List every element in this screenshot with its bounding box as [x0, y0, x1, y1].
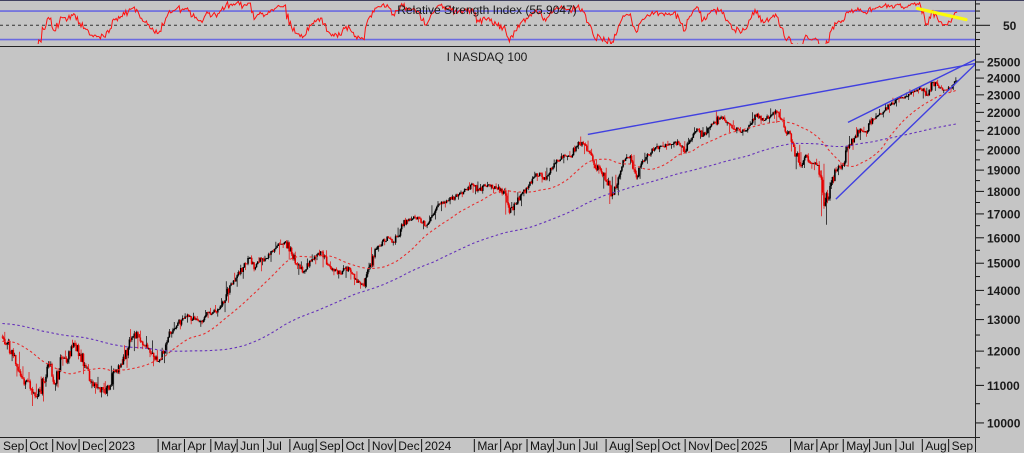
price-tick-label: 11000: [987, 379, 1020, 393]
x-axis-month-label: Dec: [82, 439, 103, 453]
x-axis-month-label: Sep: [952, 439, 974, 453]
price-tick-label: 20000: [987, 143, 1021, 157]
x-axis-month-label: Jun: [873, 439, 892, 453]
x-axis-month-label: Jun: [556, 439, 575, 453]
price-panel[interactable]: I NASDAQ 100: [1, 50, 977, 406]
price-tick-label: 14000: [987, 284, 1021, 298]
price-tick-label: 25000: [987, 56, 1021, 70]
price-tick-label: 17000: [987, 207, 1021, 221]
x-axis-month-label: Nov: [688, 439, 709, 453]
rsi-axis-label: 50: [1003, 19, 1017, 33]
price-panel-title: I NASDAQ 100: [447, 50, 528, 64]
x-axis-month-label: Apr: [820, 439, 839, 453]
x-axis-month-label: Oct: [29, 439, 48, 453]
x-axis-month-label: Sep: [3, 439, 25, 453]
x-axis-month-label: 2025: [741, 439, 768, 453]
trendline-wedge-upper[interactable]: [847, 59, 975, 123]
x-axis-month-label: Aug: [293, 439, 314, 453]
x-axis-month-label: Oct: [346, 439, 365, 453]
x-axis-month-label: May: [530, 439, 553, 453]
x-axis-month-label: Aug: [609, 439, 630, 453]
price-tick-label: 23000: [987, 88, 1021, 102]
x-axis-month-label: Dec: [398, 439, 419, 453]
x-axis-month-label: 2023: [108, 439, 135, 453]
x-axis-month-label: Mar: [161, 439, 182, 453]
moving-average-ma50: [2, 89, 957, 375]
x-axis-month-label: Aug: [925, 439, 946, 453]
x-axis-month-label: Jul: [583, 439, 598, 453]
price-tick-label: 13000: [987, 313, 1021, 327]
x-axis-month-label: Jul: [267, 439, 282, 453]
price-tick-label: 22000: [987, 106, 1021, 120]
x-axis-month-label: Nov: [56, 439, 77, 453]
moving-average-ma200: [2, 123, 957, 352]
price-tick-label: 19000: [987, 164, 1021, 178]
price-axis: 25000 24000 23000 22000 21000 20000 19000 18000…: [976, 3, 1021, 430]
x-axis-month-label: Sep: [635, 439, 657, 453]
x-axis-month-label: Apr: [187, 439, 206, 453]
price-tick-label: 16000: [987, 231, 1021, 245]
x-axis-month-label: Nov: [372, 439, 393, 453]
x-axis-month-label: May: [214, 439, 237, 453]
price-tick-label: 21000: [987, 124, 1021, 138]
price-tick-label: 24000: [987, 72, 1021, 86]
trendline-primary-uptrend[interactable]: [587, 62, 975, 136]
x-axis-month-label: Apr: [504, 439, 523, 453]
x-axis-month-label: Dec: [714, 439, 735, 453]
trendline-wedge-lower[interactable]: [835, 63, 977, 200]
x-axis-month-label: Mar: [477, 439, 498, 453]
x-axis-month-label: May: [846, 439, 869, 453]
x-axis-month-label: Oct: [662, 439, 681, 453]
price-tick-label: 12000: [987, 345, 1021, 359]
price-tick-label: 10000: [987, 416, 1021, 430]
price-tick-label: 18000: [987, 185, 1021, 199]
rsi-line: [37, 1, 958, 44]
x-axis-month-label: 2024: [425, 439, 452, 453]
rsi-plot-area: [0, 1, 975, 44]
rsi-yellow-trendline[interactable]: [915, 6, 968, 22]
rsi-indicator-panel[interactable]: Relative Strength Index (55.9047): [0, 1, 975, 53]
time-axis: Sep Oct Nov Dec 2023 Mar Apr May Jun Jul Aug Sep Oct…: [3, 439, 973, 453]
x-axis-month-label: Jun: [240, 439, 259, 453]
x-axis-month-label: Sep: [319, 439, 341, 453]
price-plot-area: [1, 59, 977, 406]
x-axis-month-label: Mar: [794, 439, 815, 453]
rsi-title: Relative Strength Index (55.9047): [397, 3, 576, 17]
x-axis-month-label: Jul: [899, 439, 914, 453]
price-tick-label: 15000: [987, 257, 1021, 271]
